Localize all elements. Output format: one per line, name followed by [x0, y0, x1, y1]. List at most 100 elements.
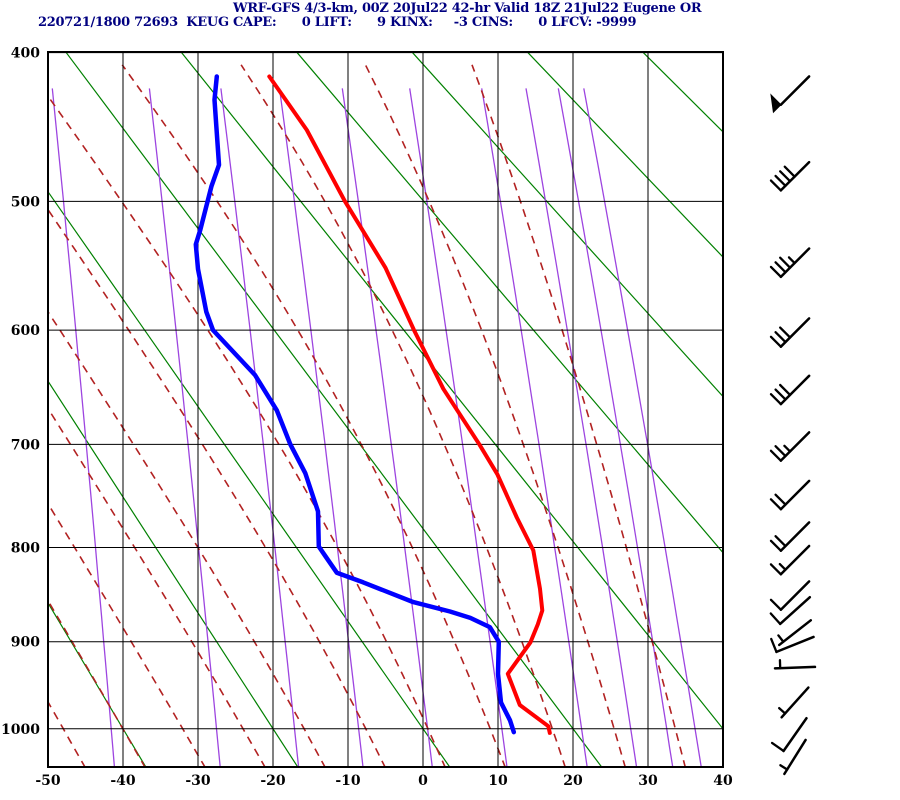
barb-full: [774, 261, 787, 274]
barb-half: [778, 562, 787, 571]
wind-barb: [769, 521, 811, 552]
mixing-ratio-line: [148, 88, 221, 767]
barb-shaft: [782, 716, 808, 753]
temperature-axis-label: -30: [185, 773, 211, 789]
dewpoint-trace: [193, 74, 517, 735]
dry-adiabat-line: [412, 52, 723, 398]
mixing-ratio-line: [583, 88, 702, 767]
barb-half: [787, 256, 796, 265]
barb-full: [769, 598, 783, 611]
barb-shaft: [779, 580, 811, 611]
barb-half: [778, 706, 787, 715]
mixing-ratio-line: [341, 88, 433, 767]
temperature-trace: [267, 74, 552, 735]
mixing-ratio-line: [481, 88, 588, 767]
moist-adiabat-line: [48, 502, 206, 767]
grid: [47, 52, 724, 767]
moist-adiabat-line: [471, 64, 687, 767]
barb-shaft: [783, 738, 807, 776]
mixing-ratio-line: [525, 88, 638, 767]
barb-full: [774, 493, 787, 506]
barb-full: [774, 445, 787, 458]
wind-barb: [770, 716, 808, 753]
wind-barb: [777, 619, 813, 647]
temperature-axis-label: -20: [260, 773, 286, 789]
dry-adiabat-line: [527, 52, 723, 258]
wind-barb: [770, 635, 815, 654]
mixing-ratio-line: [278, 88, 364, 767]
chart-title: WRF-GFS 4/3-km, 00Z 20Jul22 42-hr Valid …: [233, 1, 702, 16]
barb-full: [774, 535, 787, 548]
stability-indices-text: CAPE: 0 LIFT: 9 KINX: -3 CINS: 0 LFCV: -…: [233, 15, 637, 30]
temperature-axis-label: 30: [638, 773, 658, 789]
barb-shaft: [779, 75, 811, 106]
barb-full: [769, 265, 783, 278]
barb-half: [783, 444, 792, 453]
barb-half: [777, 634, 785, 643]
barb-full: [774, 388, 787, 401]
wind-barb: [769, 580, 811, 611]
wind-barb: [769, 595, 812, 626]
temperature-axis-label: -40: [110, 773, 136, 789]
dry-adiabat-line: [65, 52, 603, 767]
moist-adiabat-line: [48, 310, 326, 767]
wind-barb: [770, 75, 811, 114]
wind-barb: [779, 738, 807, 776]
moist-adiabat-line: [240, 64, 567, 767]
barb-full: [769, 612, 782, 626]
barb-full: [779, 170, 792, 183]
temperature-axis-label: -10: [335, 773, 361, 789]
wind-barb: [769, 431, 811, 462]
pressure-axis-label: 700: [11, 437, 40, 453]
pressure-axis-label: 500: [11, 194, 40, 210]
barb-pennant: [770, 93, 782, 114]
wind-barb: [769, 374, 811, 406]
pressure-axis-label: 1000: [1, 722, 40, 738]
temperature-axis-label: 40: [713, 773, 733, 789]
mixing-ratio-line: [51, 88, 116, 767]
barb-full: [779, 383, 792, 397]
mixing-ratio-line: [220, 88, 300, 767]
dry-adiabat-line: [48, 380, 299, 767]
station-id-text: 220721/1800 72693 KEUG: [38, 15, 229, 30]
moist-adiabat-line: [48, 599, 146, 767]
barb-shaft: [775, 635, 815, 654]
barb-full: [769, 539, 783, 552]
mixing-ratio-line: [409, 88, 508, 767]
barb-full: [774, 174, 787, 187]
barb-shaft: [780, 686, 810, 719]
temperature-axis-label: -50: [35, 773, 61, 789]
barb-full: [769, 393, 783, 406]
plot-border: [47, 51, 724, 768]
wind-barb: [769, 247, 811, 279]
moist-adiabat-line: [48, 700, 86, 767]
barb-shaft: [777, 619, 813, 647]
barb-full: [770, 637, 778, 654]
barb-full: [779, 256, 792, 269]
dry-adiabat-line: [181, 52, 723, 730]
barb-half: [779, 764, 789, 771]
barb-full: [769, 498, 783, 511]
pressure-axis-label: 800: [11, 540, 40, 556]
moist-adiabat-line: [48, 208, 386, 767]
dry-adiabat-line: [642, 52, 723, 133]
dry-adiabat-line: [48, 190, 451, 767]
wind-barb: [778, 686, 810, 719]
dry-adiabat-line: [296, 52, 723, 554]
pressure-axis-label: 900: [11, 635, 40, 651]
pressure-axis-label: 400: [11, 46, 40, 62]
barb-full: [769, 563, 783, 576]
barb-full: [770, 741, 785, 753]
moist-adiabat-line: [48, 94, 446, 767]
barb-shaft: [778, 595, 812, 626]
dry-adiabat-line: [48, 601, 147, 767]
barb-full: [769, 335, 783, 348]
barb-full: [769, 179, 783, 192]
moist-adiabat-line: [48, 406, 266, 767]
barb-full: [769, 449, 783, 462]
background-lines: [48, 52, 723, 767]
mixing-ratio-line: [557, 88, 674, 767]
wind-barb-column: [769, 75, 817, 776]
wind-barb: [769, 544, 811, 576]
